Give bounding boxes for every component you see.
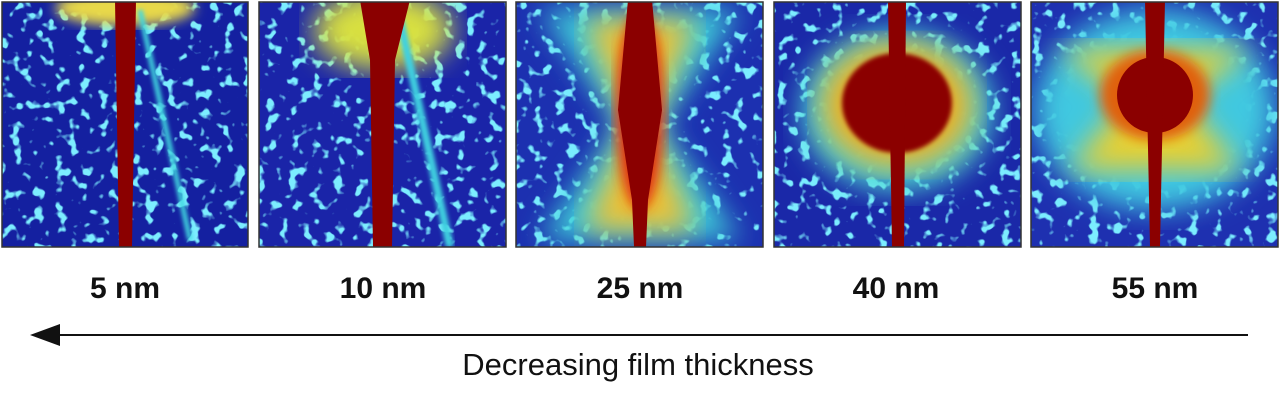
arrow	[30, 324, 1248, 346]
panel-image	[1031, 2, 1278, 247]
panel-label: 10 nm	[340, 272, 427, 305]
panel-label: 55 nm	[1112, 272, 1199, 305]
arrow-caption: Decreasing film thickness	[462, 347, 813, 382]
panel-image	[2, 2, 248, 247]
panel-label: 5 nm	[90, 272, 160, 305]
panel-image	[516, 2, 763, 247]
panel-image	[259, 2, 506, 247]
panel-label: 40 nm	[853, 272, 940, 305]
panel-image	[774, 2, 1021, 247]
panel-label: 25 nm	[597, 272, 684, 305]
